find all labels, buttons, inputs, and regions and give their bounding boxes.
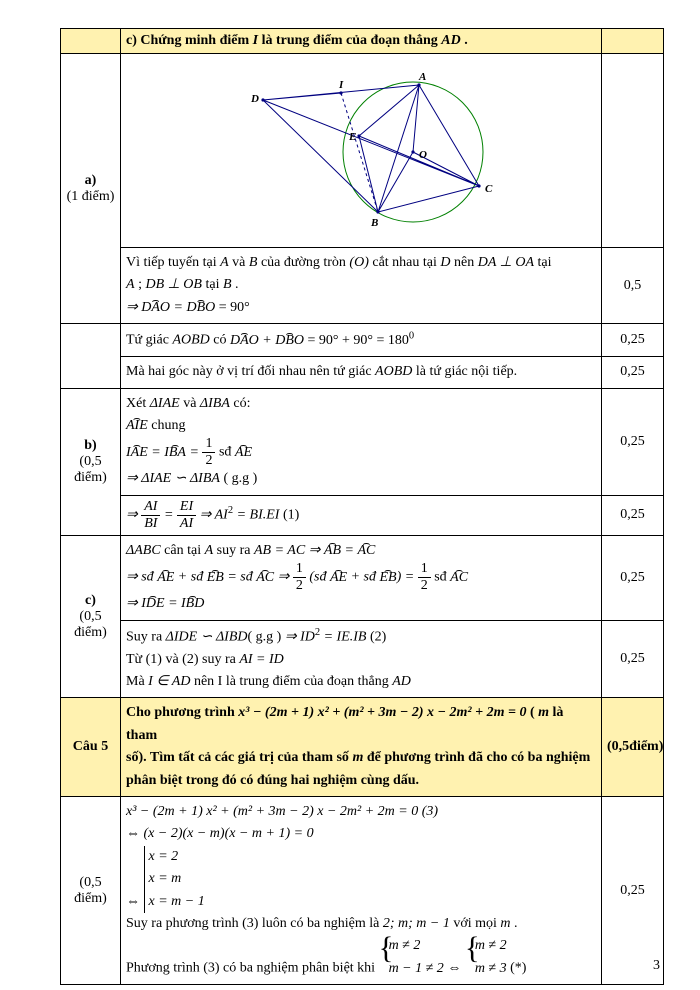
row-a-body1: Vì tiếp tuyến tại A và B của đường tròn … [121,248,602,324]
cau5-body: Cho phương trình x³ − (2m + 1) x² + (m² … [121,698,602,797]
score-c1: 0,25 [602,535,664,620]
score-diagram [602,54,664,248]
row-b-body2: ⇒ AIBI = EIAI ⇒ AI2 = BI.EI (1) [121,495,602,535]
svg-text:E: E [348,131,356,143]
score-sol5: 0,25 [602,796,664,984]
row-a-body2: Tứ giác AOBD có DAO + DBO = 90° + 90° = … [121,324,602,357]
row-c-body1: ΔABC cân tại A suy ra AB = AC ⇒ AB = AC … [121,535,602,620]
score-a1: 0,5 [602,248,664,324]
label-b: b)(0,5điểm) [61,388,121,535]
geometry-diagram: A B C D E I O [201,58,521,238]
row-a-body3: Mà hai góc này ở vị trí đối nhau nên tứ … [121,357,602,388]
diagram-cell: A B C D E I O [121,54,602,248]
svg-text:I: I [338,79,344,91]
label-sol5: (0,5điểm) [61,796,121,984]
header-left-empty [61,29,121,54]
svg-text:A: A [418,71,426,83]
header-title: c) Chứng minh điểm I là trung điểm của đ… [121,29,602,54]
svg-text:D: D [250,93,259,105]
svg-text:O: O [419,149,427,161]
label-a-cont [61,324,121,388]
row-b-body1: Xét ΔIAE và ΔIBA có: AIE chung IAE = IBA… [121,388,602,495]
page-number: 3 [653,958,660,974]
header-right-empty [602,29,664,54]
score-c2: 0,25 [602,620,664,698]
sol5-body: x³ − (2m + 1) x² + (m² + 3m − 2) x − 2m²… [121,796,602,984]
answer-key-table: c) Chứng minh điểm I là trung điểm của đ… [60,28,664,985]
label-c: c)(0,5điểm) [61,535,121,698]
score-a3: 0,25 [602,357,664,388]
label-cau5: Câu 5 [61,698,121,797]
score-b1: 0,25 [602,388,664,495]
label-a: a)(1 điểm) [61,54,121,324]
row-c-body2: Suy ra ΔIDE ∽ ΔIBD( g.g ) ⇒ ID2 = IE.IB … [121,620,602,698]
svg-text:C: C [485,183,493,195]
svg-text:B: B [370,217,378,229]
score-cau5: (0,5điểm) [602,698,664,797]
score-b2: 0,25 [602,495,664,535]
score-a2: 0,25 [602,324,664,357]
